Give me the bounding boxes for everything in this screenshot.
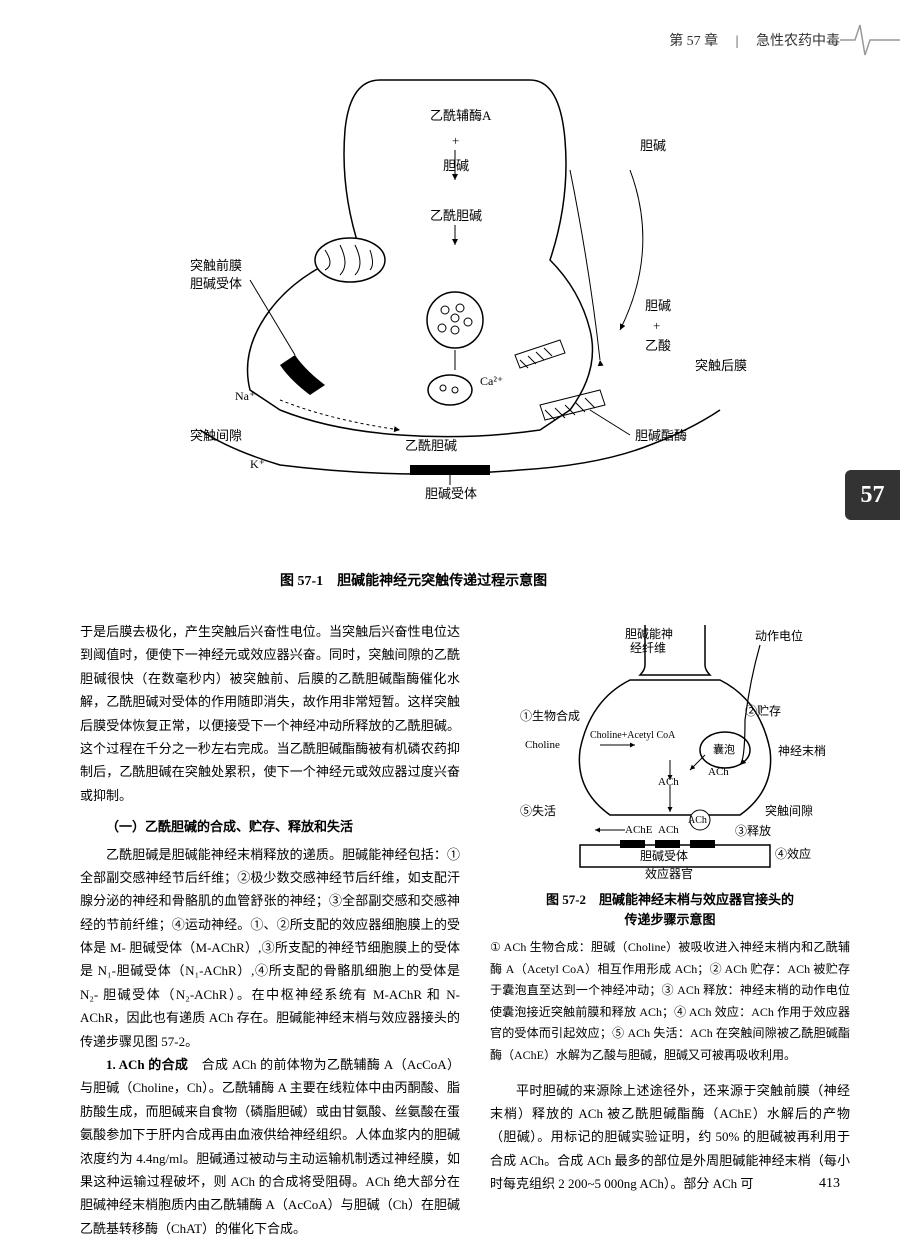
sub-1-title: 1. ACh 的合成 — [106, 1057, 188, 1072]
f2-choline-acetyl: Choline+Acetyl CoA — [590, 730, 676, 741]
label-postsynaptic: 突触后膜 — [695, 358, 747, 373]
f2-nerve-fiber1: 胆碱能神 — [625, 627, 673, 641]
right-column: 胆碱能神 经纤维 动作电位 ①生物合成 ②贮存 Choline Choline+… — [490, 620, 850, 1196]
section-1-title: （一）乙酰胆碱的合成、贮存、释放和失活 — [80, 815, 460, 838]
chapter-number: 57 — [861, 482, 885, 509]
f2-caption-line1: 图 57-2 胆碱能神经末梢与效应器官接头的 — [546, 892, 794, 907]
label-na: Na⁺ — [235, 389, 255, 403]
f2-inactivation: ⑤失活 — [520, 803, 556, 818]
chapter-title: 急性农药中毒 — [756, 34, 840, 49]
f2-action-potential: 动作电位 — [755, 628, 803, 643]
label-plus2: + — [653, 318, 660, 333]
figure-57-2-caption: 图 57-2 胆碱能神经末梢与效应器官接头的 传递步骤示意图 — [490, 890, 850, 929]
chapter-label: 第 57 章 — [669, 34, 718, 49]
f2-biosynthesis: ①生物合成 — [520, 708, 580, 723]
label-synaptic-cleft: 突触间隙 — [190, 428, 242, 443]
f2-ach3: ACh — [688, 815, 707, 826]
label-choline-right: 胆碱 — [640, 138, 666, 153]
label-ach-center: 乙酰胆碱 — [430, 208, 482, 223]
paragraph-2: 乙酰胆碱是胆碱能神经末梢释放的递质。胆碱能神经包括：①全部副交感神经节后纤维；②… — [80, 843, 460, 1054]
f2-release: ③释放 — [735, 823, 771, 838]
paragraph-right: 平时胆碱的来源除上述途径外，还来源于突触前膜（神经末梢）释放的 ACh 被乙酰胆… — [490, 1079, 850, 1196]
f2-nerve-terminal: 神经末梢 — [778, 743, 826, 758]
label-choline-receptor: 胆碱受体 — [425, 486, 477, 500]
paragraph-3-text: 合成 ACh 的前体物为乙酰辅酶 A（AcCoA）与胆碱（Choline，Ch）… — [80, 1057, 460, 1236]
paragraph-1: 于是后膜去极化，产生突触后兴奋性电位。当突触后兴奋性电位达到阈值时，便使下一神经… — [80, 620, 460, 807]
f2-ach-mid: ACh — [658, 824, 679, 836]
f2-synaptic-cleft: 突触间隙 — [765, 803, 813, 818]
f2-effect: ④效应 — [775, 846, 811, 861]
figure-57-1-caption: 图 57-1 胆碱能神经元突触传递过程示意图 — [280, 570, 547, 590]
label-acetic-acid: 乙酸 — [645, 338, 671, 353]
f2-choline-receptor: 胆碱受体 — [640, 849, 688, 863]
chapter-tab: 57 — [845, 470, 900, 520]
f2-nerve-fiber2: 经纤维 — [630, 641, 666, 655]
f2-caption-line2: 传递步骤示意图 — [624, 912, 715, 927]
ecg-icon — [840, 20, 900, 60]
paragraph-3: 1. ACh 的合成 合成 ACh 的前体物为乙酰辅酶 A（AcCoA）与胆碱（… — [80, 1053, 460, 1240]
label-acetyl-coa: 乙酰辅酶A — [430, 108, 492, 123]
label-choline-top: 胆碱 — [443, 158, 469, 173]
label-ache: 胆碱酯酶 — [635, 428, 687, 443]
label-choline2: 胆碱 — [645, 298, 671, 313]
page-header: 第 57 章 | 急性农药中毒 — [669, 30, 840, 50]
figure-57-2-diagram: 胆碱能神 经纤维 动作电位 ①生物合成 ②贮存 Choline Choline+… — [490, 620, 850, 880]
figure-57-2-notes: ① ACh 生物合成：胆碱（Choline）被吸收进入神经末梢内和乙酰辅酶 A（… — [490, 937, 850, 1067]
label-ach-bottom: 乙酰胆碱 — [405, 438, 457, 453]
f2-vesicle: 囊泡 — [713, 742, 735, 756]
f2-choline: Choline — [525, 739, 560, 751]
f2-effector: 效应器官 — [645, 866, 693, 880]
f2-storage: ②贮存 — [745, 703, 781, 718]
label-presynaptic2: 胆碱受体 — [190, 276, 242, 291]
f2-ach2: ACh — [708, 766, 729, 778]
page-number: 413 — [819, 1176, 840, 1192]
figure-57-1-diagram: 乙酰辅酶A + 胆碱 乙酰胆碱 突触前膜 胆碱受体 Na⁺ K⁺ 突触间隙 Ca… — [150, 70, 770, 500]
left-text-column: 于是后膜去极化，产生突触后兴奋性电位。当突触后兴奋性电位达到阈值时，便使下一神经… — [80, 620, 460, 1240]
f2-ach1: ACh — [658, 776, 679, 788]
label-k: K⁺ — [250, 457, 265, 471]
f2-ache: AChE — [625, 824, 653, 836]
label-ca: Ca²⁺ — [480, 374, 503, 388]
label-presynaptic1: 突触前膜 — [190, 258, 242, 273]
label-plus1: + — [452, 133, 459, 148]
